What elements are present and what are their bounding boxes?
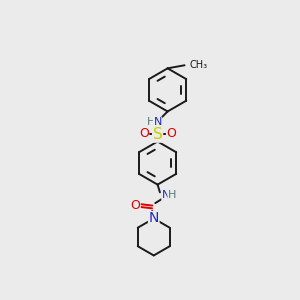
Text: O: O [139, 127, 149, 140]
Text: N: N [148, 212, 159, 226]
Text: H: H [168, 190, 176, 200]
Text: CH₃: CH₃ [189, 60, 207, 70]
Text: O: O [167, 127, 176, 140]
Text: N: N [162, 190, 170, 200]
Text: O: O [130, 199, 140, 212]
Text: N: N [153, 117, 162, 127]
Text: H: H [147, 117, 156, 127]
Text: S: S [153, 127, 163, 142]
